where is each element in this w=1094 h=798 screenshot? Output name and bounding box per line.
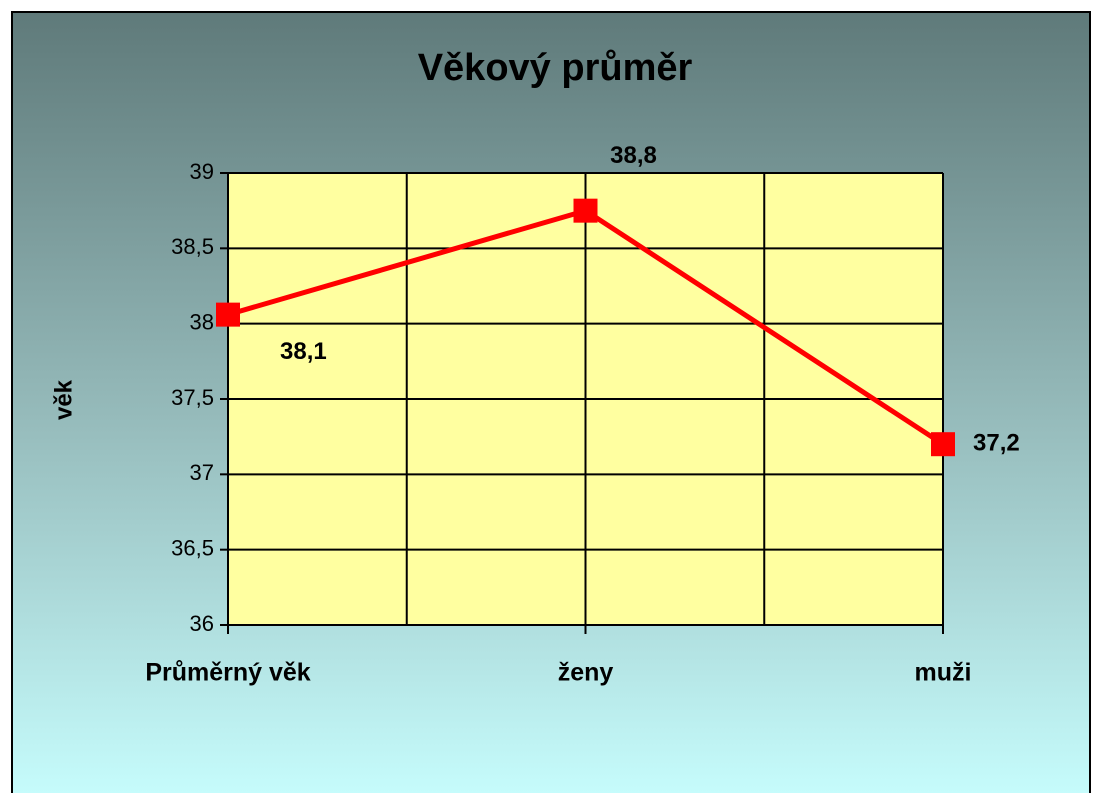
y-tick-label: 36 bbox=[190, 611, 214, 636]
y-tick-label: 38 bbox=[190, 309, 214, 334]
y-tick-label: 37,5 bbox=[171, 385, 214, 410]
data-label: 38,1 bbox=[280, 338, 327, 365]
y-tick-label: 38,5 bbox=[171, 234, 214, 259]
y-axis-label: věk bbox=[50, 379, 77, 420]
data-label: 38,8 bbox=[610, 142, 657, 169]
x-tick-label: muži bbox=[915, 659, 972, 687]
x-tick-label: ženy bbox=[558, 659, 614, 687]
marker bbox=[931, 432, 955, 457]
y-tick-label: 37 bbox=[190, 460, 214, 485]
marker bbox=[216, 302, 240, 327]
data-label: 37,2 bbox=[973, 430, 1020, 457]
y-tick-label: 39 bbox=[190, 159, 214, 184]
x-tick-label: Průměrný věk bbox=[145, 659, 310, 687]
chart-title: Věkový průměr bbox=[418, 47, 693, 89]
marker bbox=[573, 198, 598, 223]
y-tick-label: 36,5 bbox=[171, 535, 214, 560]
